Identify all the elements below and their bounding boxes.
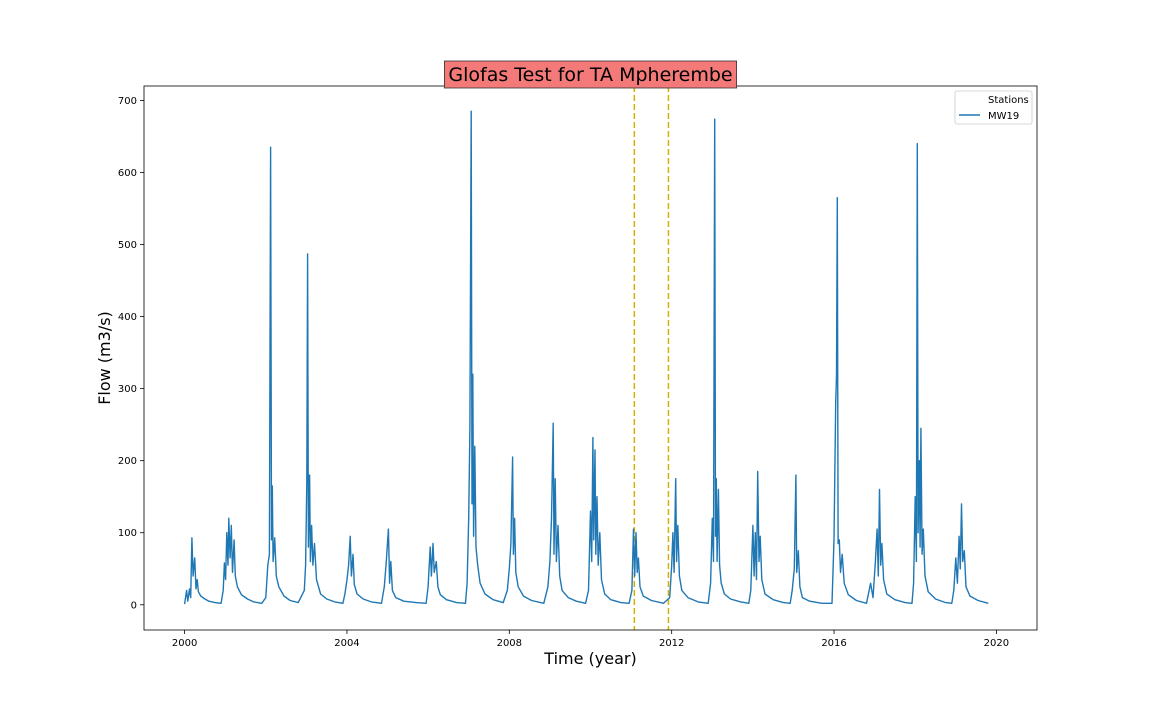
- series-line-mw19: [183, 110, 989, 605]
- series-layer: [183, 110, 989, 605]
- y-tick-label-0: 0: [131, 600, 137, 611]
- reference-lines: [633, 86, 670, 630]
- legend: Stations MW19: [954, 90, 1033, 125]
- x-tick-label-2016: 2016: [821, 638, 846, 649]
- chart-title-box: [443, 60, 738, 89]
- y-tick-label-100: 100: [118, 528, 137, 539]
- legend-entry-mw19: MW19: [988, 111, 1019, 122]
- x-tick-label-2020: 2020: [984, 638, 1009, 649]
- legend-title: Stations: [988, 95, 1029, 106]
- y-tick-label-300: 300: [118, 384, 137, 395]
- plot-frame: [143, 85, 1038, 631]
- y-tick-label-500: 500: [118, 240, 137, 251]
- y-axis-ticks: 0 100 200 300 400 500 600 700: [118, 96, 144, 611]
- x-axis-label: Time (year): [543, 649, 636, 668]
- x-tick-label-2000: 2000: [172, 638, 197, 649]
- chart-title: Glofas Test for TA Mpherembe: [448, 64, 732, 86]
- x-tick-label-2008: 2008: [497, 638, 522, 649]
- x-tick-label-2004: 2004: [334, 638, 359, 649]
- y-tick-label-700: 700: [118, 96, 137, 107]
- x-axis-ticks: 2000 2004 2008 2012 2016 2020: [172, 630, 1009, 649]
- y-tick-label-400: 400: [118, 312, 137, 323]
- y-tick-label-600: 600: [118, 168, 137, 179]
- y-tick-label-200: 200: [118, 456, 137, 467]
- x-tick-label-2012: 2012: [659, 638, 684, 649]
- y-axis-label: Flow (m3/s): [95, 311, 114, 405]
